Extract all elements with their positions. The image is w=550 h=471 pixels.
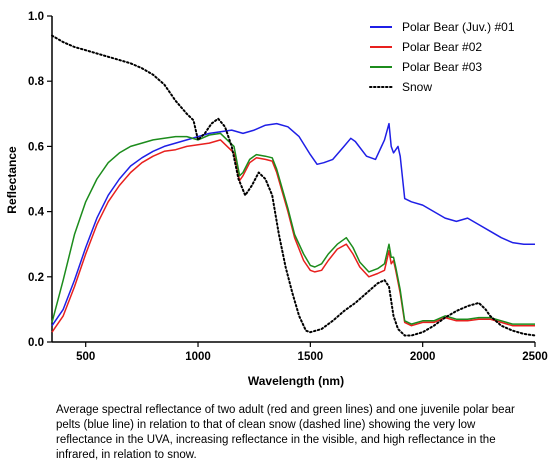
x-axis-title: Wavelength (nm)	[248, 374, 344, 388]
x-tick-label: 500	[76, 351, 95, 363]
y-tick-label: 0.0	[28, 337, 44, 349]
x-tick-label: 1500	[298, 351, 324, 363]
y-tick-label: 0.2	[28, 272, 44, 284]
axes: 0.0 0.2 0.4 0.6 0.8 1.0 500 1000 1500 2000 2500	[28, 11, 548, 363]
y-tick-label: 0.6	[28, 141, 44, 153]
x-tick-label: 2500	[522, 351, 548, 363]
y-tick-label: 1.0	[28, 11, 44, 23]
series-line-2	[51, 139, 535, 333]
legend-label: Polar Bear #02	[402, 40, 482, 54]
y-tick-label: 0.4	[28, 207, 45, 219]
legend: Polar Bear (Juv.) #01 Polar Bear #02 Polar…	[369, 20, 515, 94]
x-tick-label: 1000	[185, 351, 211, 363]
legend-label: Snow	[402, 80, 432, 94]
series-line-1	[51, 122, 535, 327]
series-line-4	[51, 34, 536, 337]
legend-label: Polar Bear #03	[402, 60, 482, 74]
x-tick-label: 2000	[410, 351, 436, 363]
y-axis-title: Reflectance	[5, 146, 19, 214]
y-tick-label: 0.8	[28, 76, 45, 88]
figure-caption: Average spectral reflectance of two adul…	[56, 404, 515, 461]
series-lines	[51, 34, 536, 337]
series-line-3	[51, 132, 535, 325]
reflectance-chart: 0.0 0.2 0.4 0.6 0.8 1.0 500 1000 1500 2000 2500 Po…	[5, 11, 548, 388]
legend-label: Polar Bear (Juv.) #01	[402, 20, 515, 34]
